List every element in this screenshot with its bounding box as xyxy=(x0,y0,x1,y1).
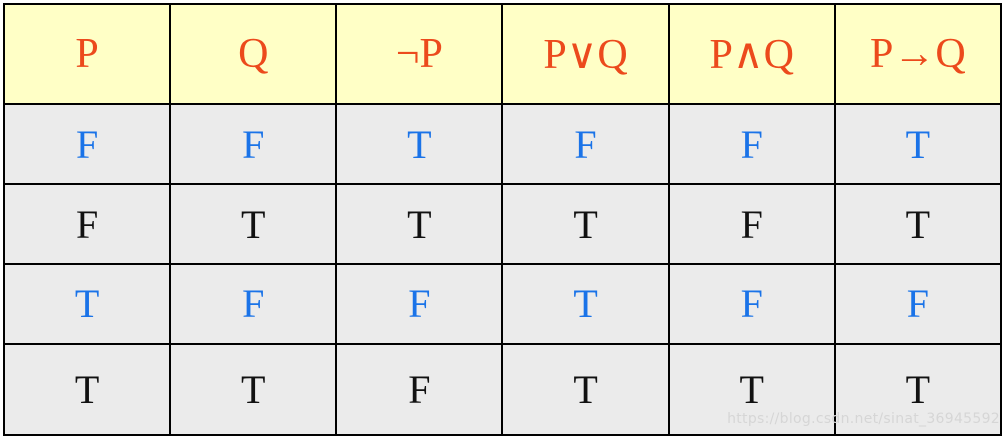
header-not-p: ¬P xyxy=(335,2,504,106)
table-row: T T F T T T xyxy=(2,342,1003,437)
cell-q: F xyxy=(169,103,338,186)
cell-p: T xyxy=(2,342,172,437)
cell-p: T xyxy=(2,263,172,345)
cell-not-p: F xyxy=(335,263,504,345)
cell-p: F xyxy=(2,183,172,265)
cell-q: T xyxy=(169,183,338,265)
table-row: F F T F F T xyxy=(2,103,1003,186)
cell-not-p: T xyxy=(335,183,504,265)
cell-p-and-q: F xyxy=(667,183,836,265)
cell-q: T xyxy=(169,342,338,437)
cell-p-or-q: T xyxy=(501,342,670,437)
watermark-text: https://blog.csdn.net/sinat_36945592 xyxy=(727,411,1000,427)
table-header-row: P Q ¬P P∨Q P∧Q P→Q xyxy=(2,2,1003,106)
cell-not-p: F xyxy=(335,342,504,437)
header-q: Q xyxy=(169,2,338,106)
cell-p-and-q: T xyxy=(667,342,836,437)
header-p-and-q: P∧Q xyxy=(667,2,836,106)
cell-p-and-q: F xyxy=(667,263,836,345)
cell-p-or-q: T xyxy=(501,263,670,345)
header-p-implies-q: P→Q xyxy=(833,2,1003,106)
cell-q: F xyxy=(169,263,338,345)
cell-p-implies-q: F xyxy=(833,263,1003,345)
header-p: P xyxy=(2,2,172,106)
cell-p-implies-q: T xyxy=(833,103,1003,186)
cell-p-or-q: T xyxy=(501,183,670,265)
cell-p-implies-q: T xyxy=(833,342,1003,437)
cell-p-or-q: F xyxy=(501,103,670,186)
cell-p-and-q: F xyxy=(667,103,836,186)
table-row: F T T T F T xyxy=(2,183,1003,265)
table-row: T F F T F F xyxy=(2,263,1003,345)
cell-p: F xyxy=(2,103,172,186)
header-p-or-q: P∨Q xyxy=(501,2,670,106)
cell-not-p: T xyxy=(335,103,504,186)
cell-p-implies-q: T xyxy=(833,183,1003,265)
